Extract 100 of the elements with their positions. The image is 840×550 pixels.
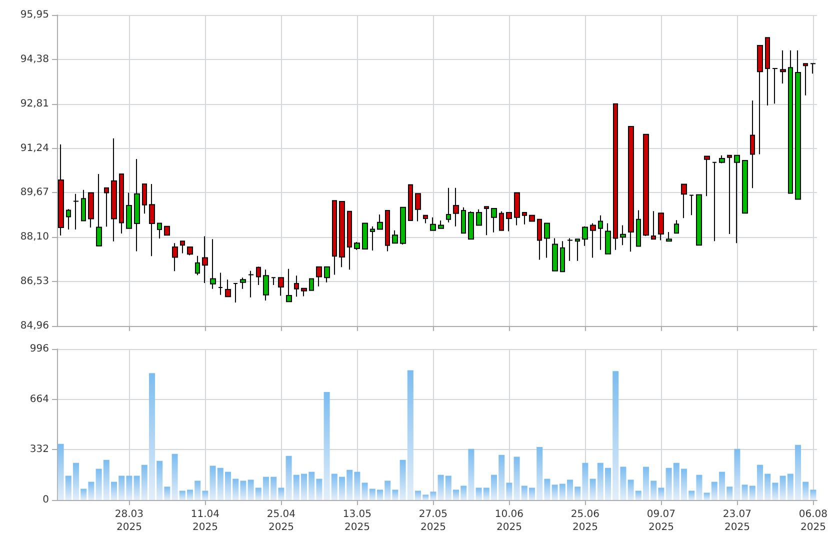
bar <box>377 490 383 500</box>
bar <box>58 444 64 500</box>
x-tick-label: 09.07 2025 <box>646 509 676 533</box>
bar <box>263 476 269 500</box>
candlestick <box>248 270 254 298</box>
bar <box>384 480 391 500</box>
x-tick-label: 23.07 2025 <box>722 509 752 533</box>
candlestick <box>772 68 778 104</box>
bar <box>673 462 680 500</box>
y-tick-label: 91,24 <box>20 142 49 154</box>
bar <box>210 466 216 500</box>
candlestick <box>271 277 276 286</box>
bar <box>559 484 566 500</box>
bar <box>658 488 664 500</box>
candlestick <box>377 214 383 230</box>
candlestick <box>484 206 489 236</box>
x-tick-label: 13.05 2025 <box>342 509 372 533</box>
candlestick <box>605 222 611 254</box>
candlestick <box>514 192 520 226</box>
y-tick-label: 88,10 <box>20 232 49 243</box>
y-tick-label: 92,81 <box>20 98 49 110</box>
candlestick <box>636 210 641 247</box>
bar <box>719 472 725 500</box>
candlestick <box>88 192 94 228</box>
bar <box>635 490 642 500</box>
bar <box>400 460 406 500</box>
candlestick <box>370 226 375 251</box>
bar <box>217 468 224 500</box>
candlestick <box>620 224 626 246</box>
bar <box>438 474 444 500</box>
candlestick <box>278 277 284 296</box>
x-tick-label: 27.05 2025 <box>418 509 448 533</box>
bar <box>468 448 474 500</box>
bar <box>734 448 740 500</box>
bar <box>354 472 360 500</box>
bar <box>620 466 626 500</box>
bar <box>483 488 490 500</box>
bar <box>369 488 376 500</box>
bar <box>574 486 581 500</box>
bar <box>134 476 140 500</box>
bar <box>187 490 193 500</box>
bar <box>787 474 794 500</box>
bar <box>453 490 459 500</box>
x-tick-label: 10.06 2025 <box>494 509 524 533</box>
candlestick <box>392 230 398 244</box>
bar <box>491 474 497 500</box>
bar <box>339 476 345 500</box>
candlestick <box>81 189 86 222</box>
bar <box>156 460 163 500</box>
candlestick <box>240 277 246 290</box>
candlestick <box>674 220 679 234</box>
candlestick <box>666 232 672 242</box>
candlestick <box>575 238 580 262</box>
bar <box>681 468 687 500</box>
y-tick-label: 996 <box>30 344 49 354</box>
candlestick <box>750 100 755 189</box>
bar <box>498 454 505 500</box>
x-tick-label: 25.04 2025 <box>266 509 296 533</box>
y-tick-label: 86,53 <box>20 276 49 288</box>
bar <box>331 474 338 500</box>
candlestick <box>126 192 132 229</box>
candlestick <box>643 134 649 237</box>
bar <box>445 476 452 500</box>
bar <box>666 468 672 500</box>
bar <box>118 476 125 500</box>
bar <box>293 474 300 500</box>
bar <box>597 462 604 500</box>
candlestick <box>696 194 702 246</box>
candlestick <box>430 216 436 231</box>
candlestick <box>453 187 459 227</box>
candlestick <box>210 238 216 290</box>
candlestick <box>461 206 466 234</box>
candlestick <box>142 183 147 214</box>
bar <box>96 468 102 500</box>
candlestick <box>316 266 322 287</box>
candlestick <box>590 222 596 258</box>
candlestick <box>727 154 732 235</box>
bar <box>270 476 277 500</box>
bar <box>476 488 482 500</box>
bar <box>392 490 398 500</box>
bar <box>696 474 702 500</box>
candlestick <box>263 269 269 302</box>
candlestick <box>788 50 793 194</box>
bar <box>73 462 79 500</box>
bar <box>552 484 558 500</box>
candlestick <box>499 210 504 231</box>
y-tick-label: 84,96 <box>20 320 49 332</box>
bar <box>407 370 414 500</box>
bar <box>111 482 117 500</box>
candlestick <box>522 212 527 225</box>
bar <box>362 482 368 500</box>
candlestick <box>734 154 740 244</box>
bar <box>179 490 186 500</box>
bar <box>301 474 307 500</box>
candlestick <box>651 210 656 240</box>
candlestick <box>476 208 482 226</box>
y-tick-label: 95,95 <box>20 10 49 20</box>
candlestick <box>658 212 664 241</box>
y-tick-label: 0 <box>42 494 49 506</box>
candlestick <box>104 187 109 228</box>
